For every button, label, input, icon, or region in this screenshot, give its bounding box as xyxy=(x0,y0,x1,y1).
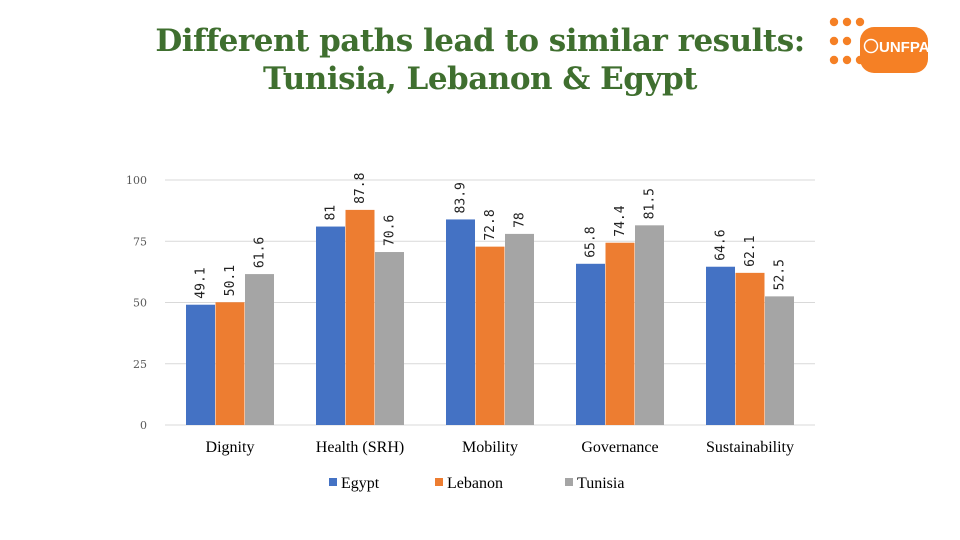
bar xyxy=(505,233,534,425)
legend-swatch xyxy=(435,478,443,486)
value-labels: 49.1 50.1 61.6 81 87.8 70.6 83.9 72.8 78 65.8 74.4… xyxy=(194,173,788,299)
legend-swatch xyxy=(565,478,573,486)
y-axis: 0 25 50 75 100 xyxy=(126,174,147,432)
data-label: 78 xyxy=(513,212,528,228)
data-label: 50.1 xyxy=(223,265,238,296)
bar xyxy=(765,296,794,425)
data-label: 72.8 xyxy=(483,209,498,240)
data-label: 74.4 xyxy=(613,205,628,236)
legend: Egypt Lebanon Tunisia xyxy=(329,475,624,492)
data-label: 81 xyxy=(324,205,339,221)
x-category-label: Dignity xyxy=(206,439,255,456)
data-label: 49.1 xyxy=(194,267,209,298)
bar xyxy=(375,252,404,425)
x-category-label: Sustainability xyxy=(706,439,794,456)
bars xyxy=(186,209,794,425)
data-label: 70.6 xyxy=(383,215,398,246)
title-line-1: Different paths lead to similar results: xyxy=(155,23,805,59)
legend-swatch xyxy=(329,478,337,486)
legend-label: Egypt xyxy=(341,475,380,492)
logo-badge xyxy=(860,27,928,73)
y-tick-label: 50 xyxy=(133,297,147,310)
bar xyxy=(186,304,215,425)
bar xyxy=(245,274,274,425)
x-category-label: Mobility xyxy=(462,439,518,456)
chart-title: Different paths lead to similar results:… xyxy=(120,22,840,98)
bar xyxy=(735,272,765,425)
bar xyxy=(576,263,605,425)
y-tick-label: 25 xyxy=(133,358,147,371)
legend-label: Tunisia xyxy=(577,475,624,492)
unfpa-logo: UNFPA xyxy=(829,17,930,73)
bar xyxy=(605,242,635,425)
legend-label: Lebanon xyxy=(447,475,503,492)
data-label: 62.1 xyxy=(743,236,758,267)
bar xyxy=(316,226,345,425)
bar xyxy=(475,246,505,425)
x-axis: Dignity Health (SRH) Mobility Governance Sus… xyxy=(206,439,794,456)
bar xyxy=(706,266,735,425)
bar xyxy=(345,209,375,425)
un-emblem-icon xyxy=(863,38,879,54)
data-label: 64.6 xyxy=(714,229,729,260)
bar xyxy=(215,302,245,425)
title-line-2: Tunisia, Lebanon & Egypt xyxy=(263,61,697,97)
y-tick-label: 0 xyxy=(140,419,147,432)
data-label: 61.6 xyxy=(253,237,268,268)
logo-dots xyxy=(829,17,865,65)
data-label: 81.5 xyxy=(643,188,658,219)
bar xyxy=(635,225,664,425)
logo-text: UNFPA xyxy=(879,39,930,56)
data-label: 83.9 xyxy=(454,182,469,213)
x-category-label: Health (SRH) xyxy=(316,439,404,456)
y-tick-label: 75 xyxy=(133,235,147,248)
data-label: 52.5 xyxy=(773,259,788,290)
data-label: 87.8 xyxy=(353,173,368,204)
data-label: 65.8 xyxy=(584,226,599,257)
x-category-label: Governance xyxy=(581,439,658,456)
y-tick-label: 100 xyxy=(126,174,147,187)
bar xyxy=(446,219,475,425)
